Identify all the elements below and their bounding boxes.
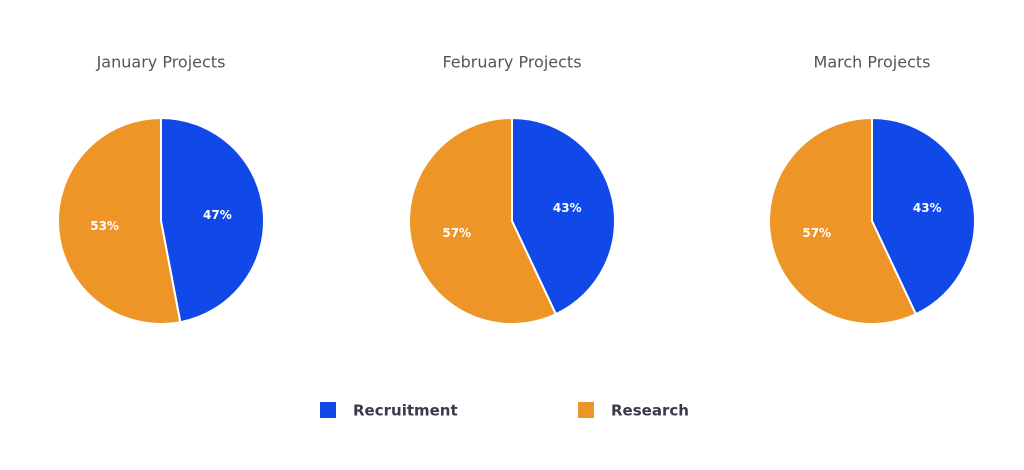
value-label: 53%	[90, 219, 119, 233]
pie-slice	[408, 116, 558, 325]
pie-slice	[160, 116, 265, 324]
pie-slice	[768, 116, 918, 325]
chart-title: March Projects	[814, 53, 931, 72]
value-label: 57%	[802, 226, 831, 240]
legend-swatch	[578, 402, 594, 418]
legend-swatch	[320, 402, 336, 418]
pie-slice	[511, 116, 616, 316]
pie-slice	[57, 116, 182, 325]
value-label: 57%	[442, 226, 471, 240]
pie-slice	[871, 116, 976, 316]
legend-label: Research	[611, 402, 689, 420]
value-label: 43%	[913, 201, 942, 215]
chart-title: February Projects	[442, 53, 581, 72]
chart-title: January Projects	[96, 53, 226, 72]
value-label: 43%	[553, 201, 582, 215]
value-label: 47%	[203, 208, 232, 222]
legend-label: Recruitment	[353, 402, 458, 420]
